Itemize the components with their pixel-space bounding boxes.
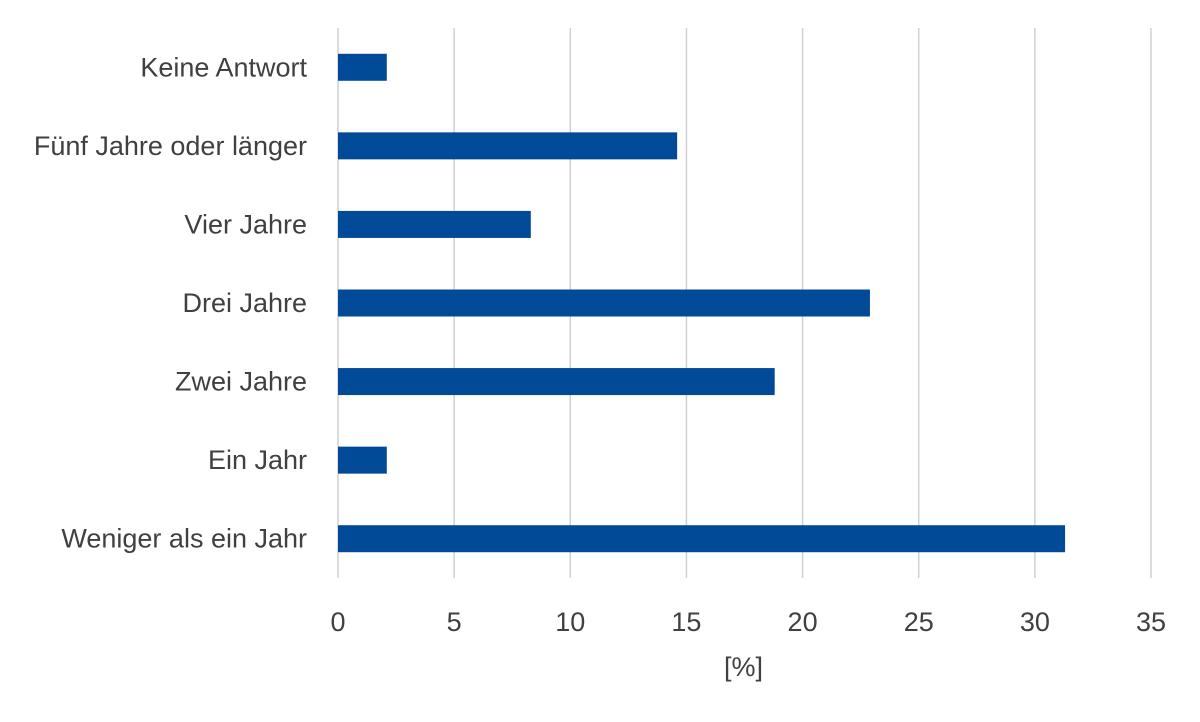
bar [338,132,678,160]
bars [338,53,1066,553]
category-label: Fünf Jahre oder länger [34,131,307,161]
category-label: Keine Antwort [140,52,307,82]
bar [338,289,870,317]
bar [338,525,1066,553]
x-tick-labels: 0 5 10 15 20 25 30 35 [330,607,1166,637]
x-axis-title: [%] [724,652,763,682]
category-label: Ein Jahr [208,445,307,475]
x-tick-label: 20 [788,607,818,637]
category-label: Zwei Jahre [175,367,307,397]
x-tick-label: 10 [555,607,585,637]
x-tick-label: 30 [1020,607,1050,637]
x-tick-label: 0 [330,607,345,637]
bar [338,446,387,474]
category-label: Weniger als ein Jahr [61,524,307,554]
category-labels: Keine Antwort Fünf Jahre oder länger Vier … [34,52,308,553]
bar [338,210,531,238]
x-tick-label: 35 [1136,607,1166,637]
x-tick-label: 25 [904,607,934,637]
category-label: Drei Jahre [182,288,307,318]
bar [338,368,775,396]
bar [338,53,387,81]
x-tick-label: 15 [671,607,701,637]
category-label: Vier Jahre [184,209,307,239]
x-tick-label: 5 [447,607,462,637]
